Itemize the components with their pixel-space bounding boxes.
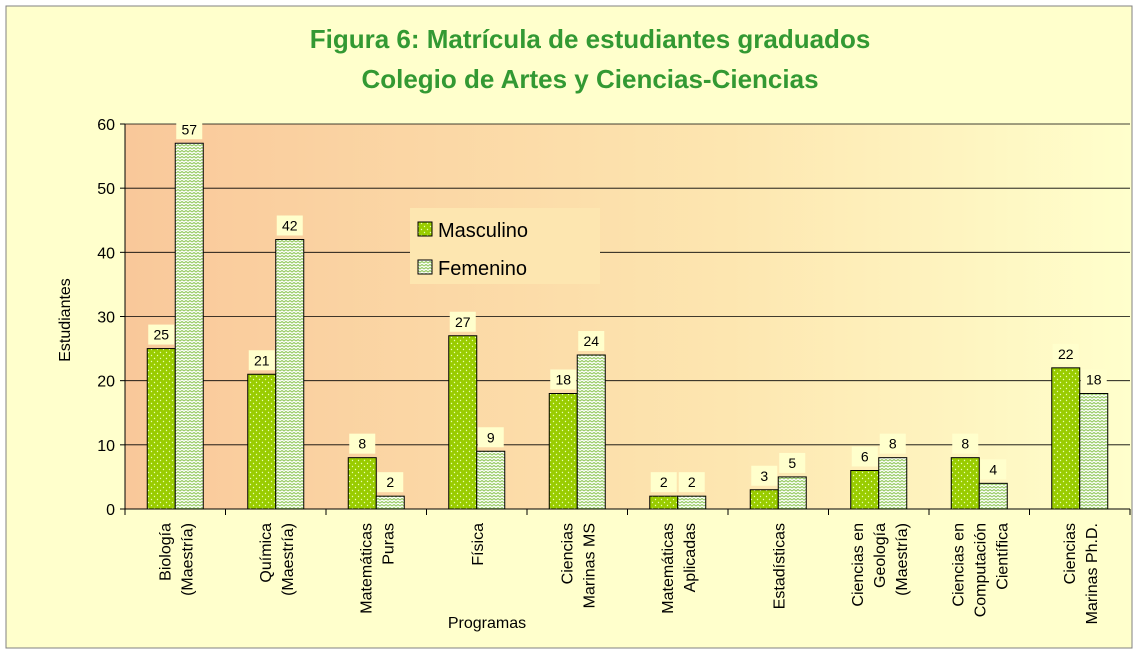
y-tick-label: 10 (97, 438, 115, 455)
bar (476, 450, 506, 510)
bar (1051, 367, 1081, 510)
data-label: 2 (386, 474, 394, 490)
x-tick-label: Científica (994, 523, 1011, 590)
bar (347, 457, 377, 510)
legend-label: Femenino (438, 258, 527, 280)
y-tick-label: 0 (106, 502, 115, 519)
data-label-bg (879, 433, 906, 454)
data-label: 25 (153, 327, 169, 343)
bar (576, 354, 606, 510)
legend-bg (410, 208, 600, 284)
bar (548, 393, 578, 510)
x-tick-label: Marinas Ph.D. (1084, 523, 1101, 624)
data-label-bg (377, 472, 404, 493)
chart-title: Figura 6: Matrícula de estudiantes gradu… (310, 24, 871, 54)
bar (749, 489, 779, 510)
data-label-bg (1080, 369, 1107, 390)
data-label: 24 (583, 333, 599, 349)
data-label-bg (248, 350, 275, 371)
data-label: 18 (1086, 372, 1102, 388)
y-axis-label: Estudiantes (57, 278, 74, 362)
data-label-bg (751, 465, 778, 486)
legend-swatch (417, 259, 433, 275)
data-label: 8 (889, 436, 897, 452)
data-label: 3 (760, 468, 768, 484)
x-tick-label: (Maestría) (894, 523, 911, 596)
data-label-bg (1052, 343, 1079, 364)
data-label-bg (779, 452, 806, 473)
x-tick-label: Ciencias (559, 523, 576, 584)
data-label-bg (578, 331, 605, 351)
bar (146, 348, 176, 510)
data-label-bg (952, 433, 979, 454)
x-tick-label: Matemáticas (358, 523, 375, 614)
data-label-bg (276, 215, 303, 236)
data-label: 21 (254, 352, 270, 368)
legend-label: Masculino (438, 220, 528, 242)
x-tick-label: Ciencias en (850, 523, 867, 607)
x-tick-label: Ciencias en (950, 523, 967, 607)
bar (174, 142, 204, 510)
x-axis-label: Programas (448, 615, 526, 632)
data-label-bg (550, 369, 577, 390)
bar (275, 239, 305, 510)
data-label: 57 (181, 121, 197, 137)
data-label-bg (980, 459, 1007, 480)
bar (375, 495, 405, 510)
bar (247, 373, 277, 510)
data-label-bg (349, 433, 376, 454)
bar (649, 495, 679, 510)
data-label: 8 (961, 436, 969, 452)
x-tick-label: (Maestría) (179, 523, 196, 596)
data-label: 4 (989, 461, 997, 477)
data-label: 5 (788, 455, 796, 471)
data-label: 9 (487, 429, 495, 445)
x-tick-label: Computación (972, 523, 989, 617)
data-label-bg (851, 446, 878, 467)
data-label: 8 (358, 436, 366, 452)
bar (978, 482, 1008, 510)
y-tick-label: 30 (97, 310, 115, 327)
bar (677, 495, 707, 510)
x-tick-label: Aplicadas (682, 523, 699, 592)
y-tick-label: 50 (97, 181, 115, 198)
data-label: 18 (555, 372, 571, 388)
bar (448, 335, 478, 510)
data-label: 2 (660, 474, 668, 490)
x-tick-label: Química (258, 523, 275, 583)
y-tick-label: 60 (97, 117, 115, 134)
data-label-bg (650, 472, 677, 493)
bar (1079, 393, 1109, 510)
y-tick-label: 40 (97, 245, 115, 262)
x-tick-label: Física (470, 523, 487, 566)
x-tick-label: Ciencias (1062, 523, 1079, 584)
x-tick-label: Geología (872, 523, 889, 588)
bar (777, 476, 807, 510)
bar (850, 470, 880, 510)
bar (950, 457, 980, 510)
data-label: 2 (688, 474, 696, 490)
data-label: 6 (861, 449, 869, 465)
legend-swatch (417, 221, 433, 237)
bar (878, 457, 908, 510)
data-label-bg (148, 324, 175, 345)
data-label-bg (477, 427, 504, 448)
data-label: 22 (1058, 346, 1074, 362)
chart-title: Colegio de Artes y Ciencias-Ciencias (361, 64, 818, 94)
x-tick-label: Marinas MS (581, 523, 598, 608)
data-label: 27 (455, 314, 471, 330)
x-tick-label: Estadísticas (771, 523, 788, 609)
x-tick-label: Biología (157, 523, 174, 581)
data-label-bg (678, 472, 705, 493)
data-label-bg (176, 119, 203, 140)
y-tick-label: 20 (97, 374, 115, 391)
x-tick-label: Matemáticas (660, 523, 677, 614)
data-label: 42 (282, 218, 298, 234)
data-label-bg (449, 311, 476, 332)
x-tick-label: Puras (380, 523, 397, 565)
x-tick-label: (Maestría) (280, 523, 297, 596)
